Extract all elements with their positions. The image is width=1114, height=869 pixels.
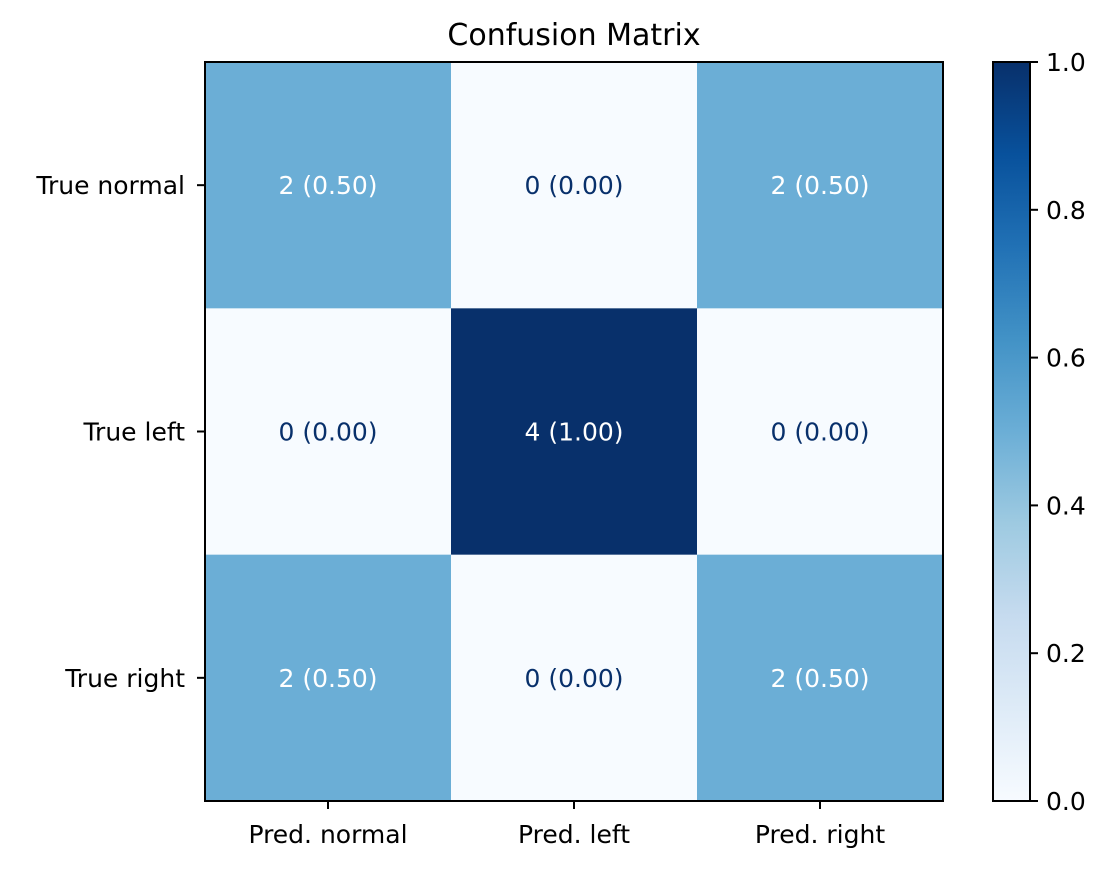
heatmap-cell-r2-c2 [697, 554, 944, 802]
cell-label-r2-c0: 2 (0.50) [278, 664, 377, 693]
x-tick-label: Pred. left [518, 820, 630, 849]
heatmap-cell-r2-c1 [451, 554, 698, 802]
cell-label-r1-c2: 0 (0.00) [770, 418, 869, 447]
chart-title: Confusion Matrix [447, 18, 700, 53]
colorbar-tick-label: 0.4 [1046, 491, 1086, 520]
heatmap-cell-r1-c2 [697, 308, 944, 556]
cell-label-r0-c0: 2 (0.50) [278, 171, 377, 200]
cell-label-r2-c2: 2 (0.50) [770, 664, 869, 693]
y-tick-label: True right [64, 664, 185, 693]
y-tick-label: True left [82, 418, 185, 447]
heatmap-cell-r1-c1 [451, 308, 698, 556]
colorbar-tick-label: 0.2 [1046, 639, 1086, 668]
heatmap-cell-r0-c0 [205, 62, 452, 309]
cell-label-r0-c2: 2 (0.50) [770, 171, 869, 200]
cell-label-r0-c1: 0 (0.00) [524, 171, 623, 200]
colorbar-tick-label: 0.6 [1046, 344, 1086, 373]
heatmap-cells [205, 62, 944, 802]
cell-label-r1-c1: 4 (1.00) [524, 418, 623, 447]
colorbar-axis: 0.0 0.2 0.4 0.6 0.8 1.0 [1030, 48, 1086, 816]
heatmap-cell-r0-c2 [697, 62, 944, 309]
y-tick-label: True normal [35, 171, 185, 200]
cell-label-r2-c1: 0 (0.00) [524, 664, 623, 693]
heatmap-cell-r0-c1 [451, 62, 698, 309]
x-axis: Pred. normal Pred. left Pred. right [248, 801, 885, 849]
colorbar-tick-label: 0.0 [1046, 787, 1086, 816]
heatmap-cell-labels: 2 (0.50) 0 (0.00) 2 (0.50) 0 (0.00) 4 (1.00)… [278, 171, 869, 693]
colorbar [993, 62, 1030, 801]
x-tick-label: Pred. normal [248, 820, 407, 849]
colorbar-tick-label: 0.8 [1046, 196, 1086, 225]
colorbar-frame [992, 61, 1031, 802]
heatmap-cell-r2-c0 [205, 554, 452, 802]
heatmap-cell-r1-c0 [205, 308, 452, 556]
x-tick-label: Pred. right [755, 820, 885, 849]
colorbar-tick-label: 1.0 [1046, 48, 1086, 77]
y-axis: True normal True left True right [35, 171, 205, 693]
cell-label-r1-c0: 0 (0.00) [278, 418, 377, 447]
